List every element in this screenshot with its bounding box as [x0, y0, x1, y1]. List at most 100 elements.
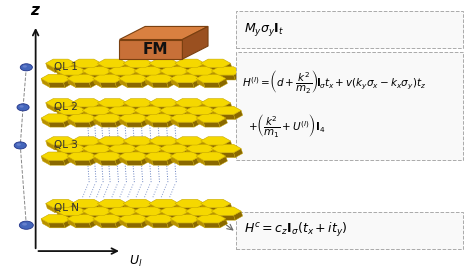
- Polygon shape: [167, 115, 183, 119]
- Polygon shape: [160, 106, 190, 115]
- Polygon shape: [185, 148, 194, 158]
- Polygon shape: [123, 141, 132, 150]
- Polygon shape: [79, 107, 95, 112]
- Polygon shape: [131, 208, 147, 213]
- Polygon shape: [126, 122, 143, 127]
- Polygon shape: [46, 199, 75, 208]
- Polygon shape: [175, 63, 184, 72]
- Polygon shape: [72, 203, 81, 213]
- Polygon shape: [105, 211, 114, 220]
- Polygon shape: [53, 145, 70, 150]
- Polygon shape: [134, 106, 164, 115]
- Polygon shape: [67, 114, 97, 122]
- Polygon shape: [123, 199, 153, 208]
- Polygon shape: [123, 203, 132, 213]
- Polygon shape: [82, 207, 112, 215]
- Polygon shape: [105, 148, 114, 158]
- Polygon shape: [82, 71, 91, 80]
- Polygon shape: [175, 98, 205, 107]
- Polygon shape: [178, 223, 194, 228]
- Polygon shape: [126, 223, 143, 228]
- Polygon shape: [149, 199, 179, 208]
- Polygon shape: [67, 156, 76, 165]
- Polygon shape: [211, 71, 220, 80]
- Polygon shape: [211, 211, 220, 220]
- Polygon shape: [82, 106, 112, 115]
- Polygon shape: [116, 153, 132, 158]
- Polygon shape: [196, 156, 205, 165]
- Polygon shape: [130, 110, 139, 119]
- Polygon shape: [141, 219, 150, 228]
- Polygon shape: [149, 137, 179, 145]
- Polygon shape: [234, 211, 243, 220]
- Polygon shape: [41, 74, 71, 83]
- Polygon shape: [185, 71, 194, 80]
- Polygon shape: [89, 118, 98, 127]
- Polygon shape: [93, 79, 102, 88]
- Polygon shape: [46, 103, 55, 112]
- Polygon shape: [211, 106, 241, 115]
- Polygon shape: [160, 211, 169, 220]
- Polygon shape: [93, 215, 123, 223]
- Polygon shape: [93, 219, 102, 228]
- Polygon shape: [185, 67, 215, 75]
- Polygon shape: [175, 203, 184, 213]
- Polygon shape: [182, 145, 199, 150]
- Polygon shape: [115, 79, 124, 88]
- Polygon shape: [56, 67, 86, 75]
- Polygon shape: [116, 115, 132, 119]
- Polygon shape: [67, 215, 97, 223]
- Polygon shape: [118, 74, 148, 83]
- Polygon shape: [108, 207, 138, 215]
- Polygon shape: [145, 79, 154, 88]
- Polygon shape: [145, 114, 174, 122]
- Polygon shape: [175, 137, 205, 145]
- Polygon shape: [167, 156, 176, 165]
- Polygon shape: [116, 215, 132, 220]
- Polygon shape: [208, 148, 217, 158]
- Polygon shape: [170, 74, 200, 83]
- Polygon shape: [203, 122, 220, 127]
- Polygon shape: [56, 110, 65, 119]
- Polygon shape: [56, 148, 65, 158]
- Polygon shape: [201, 199, 230, 208]
- Polygon shape: [108, 67, 138, 75]
- Polygon shape: [203, 160, 220, 165]
- Polygon shape: [156, 208, 173, 213]
- Polygon shape: [182, 110, 191, 119]
- Polygon shape: [64, 115, 80, 119]
- Polygon shape: [193, 115, 210, 119]
- Polygon shape: [219, 79, 228, 88]
- Polygon shape: [41, 114, 71, 122]
- Polygon shape: [145, 152, 174, 160]
- Polygon shape: [201, 63, 210, 72]
- Polygon shape: [178, 122, 194, 127]
- Polygon shape: [182, 148, 191, 158]
- Polygon shape: [56, 144, 86, 153]
- Polygon shape: [172, 141, 181, 150]
- Polygon shape: [178, 160, 194, 165]
- Text: $H^c = c_z\mathbf{I}_{\sigma}(t_x + it_y)$: $H^c = c_z\mathbf{I}_{\sigma}(t_x + it_y…: [245, 221, 348, 239]
- Text: FM: FM: [143, 42, 168, 57]
- Polygon shape: [105, 68, 121, 72]
- Polygon shape: [97, 98, 127, 107]
- Polygon shape: [74, 223, 91, 228]
- Polygon shape: [64, 219, 73, 228]
- Polygon shape: [134, 207, 164, 215]
- Polygon shape: [74, 83, 91, 88]
- Text: QL 1: QL 1: [55, 62, 78, 72]
- Polygon shape: [100, 83, 117, 88]
- Circle shape: [19, 105, 24, 108]
- Polygon shape: [82, 148, 91, 158]
- Polygon shape: [175, 103, 184, 112]
- Polygon shape: [223, 63, 232, 72]
- Polygon shape: [46, 141, 55, 150]
- Polygon shape: [234, 110, 243, 119]
- Circle shape: [14, 142, 27, 149]
- Polygon shape: [145, 215, 174, 223]
- Polygon shape: [146, 141, 155, 150]
- Text: $M_y\sigma_y\mathbf{I}_t$: $M_y\sigma_y\mathbf{I}_t$: [245, 21, 284, 38]
- Polygon shape: [156, 145, 173, 150]
- Polygon shape: [46, 203, 55, 213]
- Polygon shape: [67, 152, 97, 160]
